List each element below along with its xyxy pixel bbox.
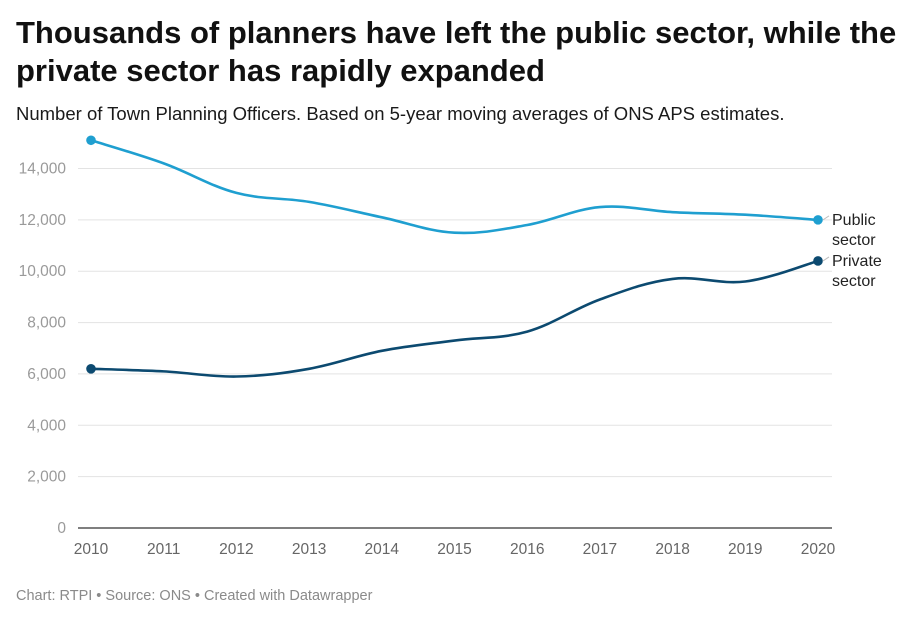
- private-sector-label-connector: [822, 256, 830, 262]
- gridlines: [78, 168, 832, 529]
- x-tick-label: 2013: [292, 541, 326, 558]
- private-sector-point: [813, 256, 823, 266]
- y-tick-label: 12,000: [19, 212, 67, 229]
- y-tick-label: 2,000: [27, 469, 66, 486]
- y-tick-label: 8,000: [27, 315, 66, 332]
- x-tick-label: 2010: [74, 541, 109, 558]
- private-sector-point: [86, 364, 96, 374]
- public-sector-point: [86, 135, 96, 146]
- x-axis-tick-labels: 2010 2011 2012 2013 2014 2015 2016 2017 2018 2019…: [74, 541, 836, 558]
- public-sector-label: Public: [832, 212, 876, 229]
- series-lines: [89, 138, 820, 378]
- public-sector-label: sector: [832, 232, 876, 249]
- public-sector-point: [813, 215, 823, 225]
- y-tick-label: 0: [57, 520, 66, 537]
- public-sector-label-connector: [822, 215, 830, 221]
- chart-title: Thousands of planners have left the publ…: [16, 15, 897, 88]
- y-tick-label: 6,000: [27, 366, 66, 383]
- x-tick-label: 2018: [655, 541, 689, 558]
- public-sector-line: [89, 138, 820, 235]
- private-sector-label: sector: [832, 273, 876, 290]
- chart-subtitle: Number of Town Planning Officers. Based …: [16, 103, 785, 124]
- y-tick-label: 4,000: [27, 417, 66, 434]
- private-sector-line: [89, 259, 820, 378]
- x-tick-label: 2012: [219, 541, 253, 558]
- x-tick-label: 2011: [147, 541, 180, 558]
- y-tick-label: 14,000: [19, 161, 67, 178]
- private-sector-label: Private: [832, 253, 882, 270]
- y-tick-label: 10,000: [19, 263, 67, 280]
- chart-footer: Chart: RTPI • Source: ONS • Created with…: [16, 588, 373, 604]
- x-tick-label: 2016: [510, 541, 544, 558]
- x-tick-label: 2015: [437, 541, 471, 558]
- x-tick-label: 2017: [583, 541, 617, 558]
- x-tick-label: 2014: [365, 541, 400, 558]
- x-tick-label: 2019: [728, 541, 762, 558]
- series-endpoints: [86, 135, 823, 374]
- x-tick-label: 2020: [801, 541, 836, 558]
- series-labels: Public sector Private sector: [822, 212, 882, 290]
- y-axis-tick-labels: 0 2,000 4,000 6,000 8,000 10,000 12,000 14,000: [19, 161, 67, 537]
